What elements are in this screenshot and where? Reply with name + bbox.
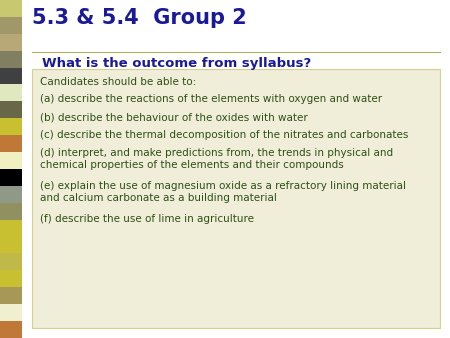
Bar — [0, 118, 22, 135]
Bar — [0, 0, 22, 17]
Bar — [0, 220, 22, 237]
Bar — [0, 304, 22, 321]
Text: (d) interpret, and make predictions from, the trends in physical and
chemical pr: (d) interpret, and make predictions from… — [40, 148, 393, 170]
Bar — [0, 237, 22, 254]
Text: Candidates should be able to:: Candidates should be able to: — [40, 77, 196, 87]
Bar — [0, 186, 22, 203]
Bar — [0, 321, 22, 338]
Text: (b) describe the behaviour of the oxides with water: (b) describe the behaviour of the oxides… — [40, 112, 308, 122]
Bar — [0, 84, 22, 101]
Text: (f) describe the use of lime in agriculture: (f) describe the use of lime in agricult… — [40, 214, 254, 224]
Text: (c) describe the thermal decomposition of the nitrates and carbonates: (c) describe the thermal decomposition o… — [40, 130, 409, 140]
Text: (a) describe the reactions of the elements with oxygen and water: (a) describe the reactions of the elemen… — [40, 94, 382, 104]
Bar — [0, 169, 22, 186]
FancyBboxPatch shape — [32, 69, 440, 328]
Bar — [0, 254, 22, 270]
Bar — [0, 203, 22, 220]
Bar — [0, 34, 22, 51]
Bar — [0, 152, 22, 169]
Bar — [0, 135, 22, 152]
Bar — [0, 270, 22, 287]
Text: (e) explain the use of magnesium oxide as a refractory lining material
and calci: (e) explain the use of magnesium oxide a… — [40, 181, 406, 202]
Text: What is the outcome from syllabus?: What is the outcome from syllabus? — [42, 57, 311, 70]
Bar — [0, 287, 22, 304]
Bar — [0, 101, 22, 118]
Bar — [0, 51, 22, 68]
Bar — [0, 17, 22, 34]
Text: 5.3 & 5.4  Group 2: 5.3 & 5.4 Group 2 — [32, 8, 247, 28]
Bar — [0, 68, 22, 84]
